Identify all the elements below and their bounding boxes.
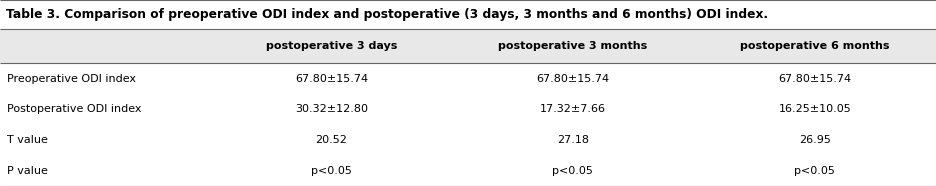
Text: p<0.05: p<0.05 [552, 166, 593, 176]
Text: 30.32±12.80: 30.32±12.80 [295, 104, 368, 114]
Text: Table 3. Comparison of preoperative ODI index and postoperative (3 days, 3 month: Table 3. Comparison of preoperative ODI … [6, 8, 768, 21]
Text: 26.95: 26.95 [798, 135, 831, 145]
Bar [0, 63, 936, 94]
Text: 27.18: 27.18 [557, 135, 589, 145]
Text: postoperative 3 days: postoperative 3 days [266, 41, 397, 51]
Text: T value: T value [7, 135, 48, 145]
Text: P value: P value [7, 166, 48, 176]
Bar [0, 29, 936, 63]
Text: 67.80±15.74: 67.80±15.74 [295, 74, 368, 84]
Text: p<0.05: p<0.05 [311, 166, 352, 176]
Text: postoperative 3 months: postoperative 3 months [498, 41, 648, 51]
Bar [0, 0, 936, 29]
Bar [0, 125, 936, 155]
Text: p<0.05: p<0.05 [795, 166, 835, 176]
Bar [0, 94, 936, 125]
Text: Postoperative ODI index: Postoperative ODI index [7, 104, 141, 114]
Text: 67.80±15.74: 67.80±15.74 [778, 74, 852, 84]
Text: Preoperative ODI index: Preoperative ODI index [7, 74, 136, 84]
Text: postoperative 6 months: postoperative 6 months [740, 41, 889, 51]
Text: 20.52: 20.52 [315, 135, 347, 145]
Bar [0, 155, 936, 186]
Text: 16.25±10.05: 16.25±10.05 [779, 104, 851, 114]
Text: 17.32±7.66: 17.32±7.66 [540, 104, 606, 114]
Text: 67.80±15.74: 67.80±15.74 [536, 74, 609, 84]
